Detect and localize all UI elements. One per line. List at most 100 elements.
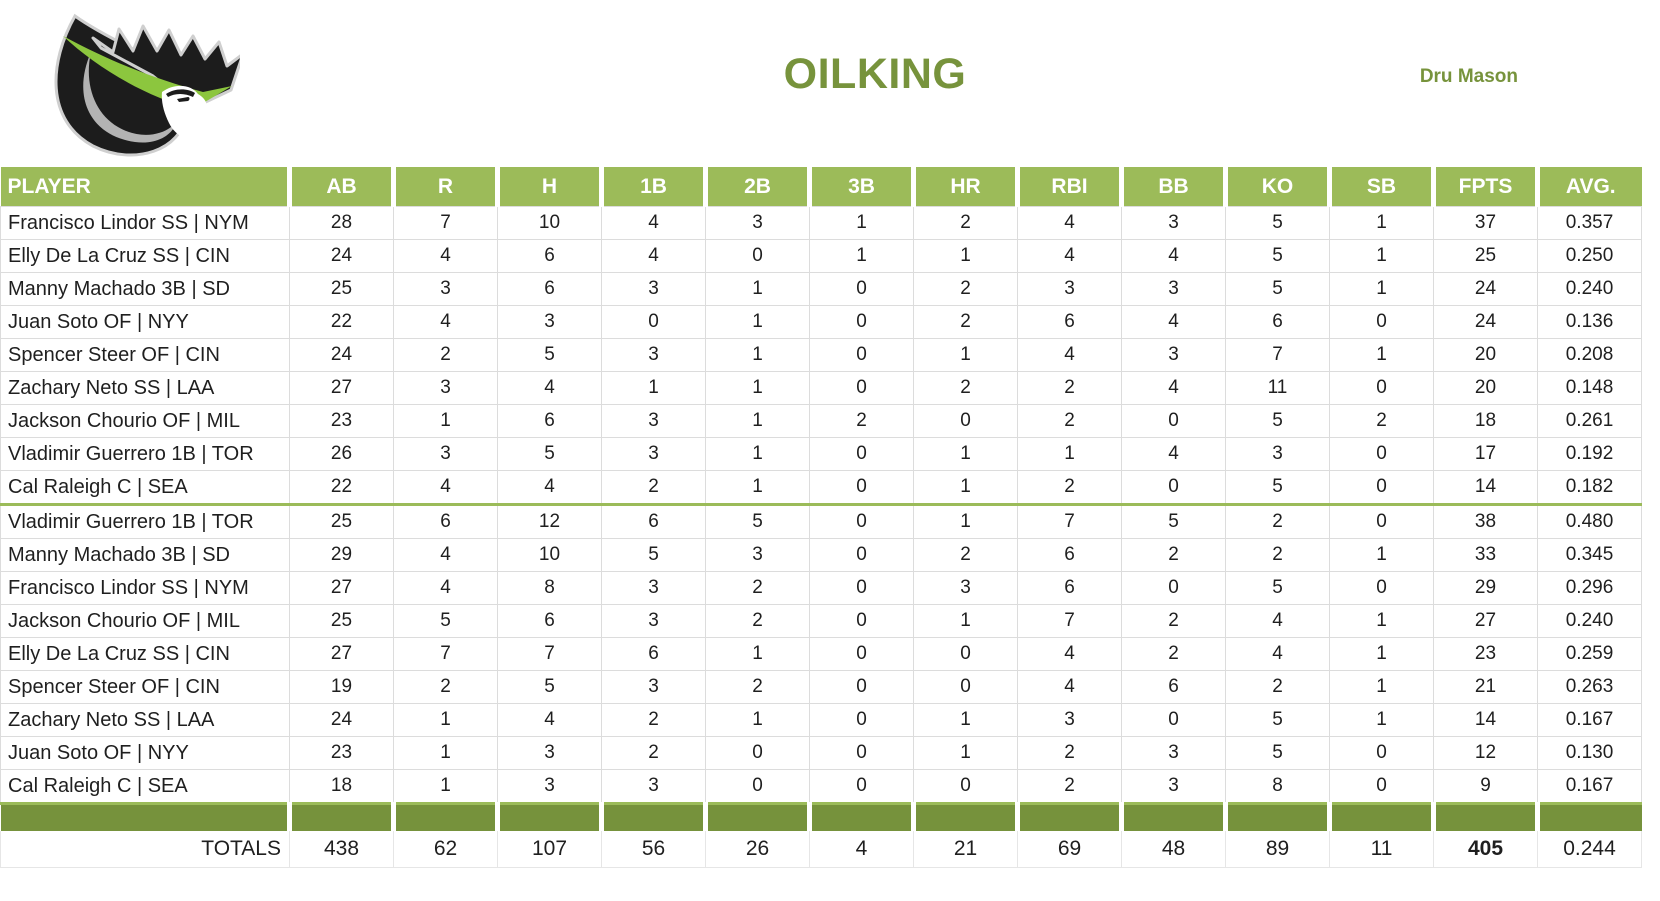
stat-cell: 0: [601, 305, 706, 339]
stat-cell: 3: [601, 404, 706, 438]
table-row: Jackson Chourio OF | MIL 23 1 6 3 1 2 0 2 0 5 2 18 0.…: [0, 404, 1642, 438]
table-row: Spencer Steer OF | CIN 24 2 5 3 1 0 1 4 3 7 1 20 0.20…: [0, 338, 1642, 372]
stat-cell: 29: [289, 538, 394, 572]
column-header-player: PLAYER: [0, 167, 290, 207]
stat-cell: 5: [393, 604, 498, 638]
table-row: Zachary Neto SS | LAA 27 3 4 1 1 0 2 2 4 11 0 20 0.14…: [0, 371, 1642, 405]
stat-cell: 24: [1433, 305, 1538, 339]
stat-cell: 24: [1433, 272, 1538, 306]
stat-cell: 6: [1017, 571, 1122, 605]
table-header: PLAYER AB R H 1B 2B 3B HR RBI BB KO SB FPTS AVG.: [0, 167, 1642, 207]
player-cell: Zachary Neto SS | LAA: [0, 703, 290, 737]
stat-cell: 0: [705, 239, 810, 273]
player-cell: Francisco Lindor SS | NYM: [0, 571, 290, 605]
stat-cell: 3: [913, 571, 1018, 605]
stat-cell: 0.182: [1537, 470, 1642, 506]
stat-cell: 0: [705, 736, 810, 770]
stat-cell: 2: [705, 670, 810, 704]
stat-cell: 1: [601, 371, 706, 405]
column-header-ko: KO: [1223, 167, 1330, 207]
table-row: Francisco Lindor SS | NYM 27 4 8 3 2 0 3 6 0 5 0 29 0…: [0, 571, 1642, 605]
separator-bar-cell: [911, 802, 1018, 831]
totals-cell: 438: [289, 831, 394, 868]
stat-cell: 2: [601, 470, 706, 506]
stat-cell: 2: [1329, 404, 1434, 438]
stat-cell: 0: [809, 470, 914, 506]
stat-cell: 3: [601, 769, 706, 804]
stat-cell: 3: [1225, 437, 1330, 471]
stat-cell: 4: [601, 239, 706, 273]
totals-cell: 11: [1329, 831, 1434, 868]
stat-cell: 0: [705, 769, 810, 804]
stat-cell: 0: [1121, 404, 1226, 438]
stat-cell: 3: [1121, 338, 1226, 372]
stat-cell: 21: [1433, 670, 1538, 704]
stat-cell: 1: [809, 239, 914, 273]
stat-cell: 18: [1433, 404, 1538, 438]
stat-cell: 0: [1329, 571, 1434, 605]
stat-cell: 2: [1017, 736, 1122, 770]
stat-cell: 24: [289, 703, 394, 737]
stat-cell: 7: [1225, 338, 1330, 372]
stat-cell: 2: [913, 206, 1018, 240]
table-row: Cal Raleigh C | SEA 18 1 3 3 0 0 0 2 3 8 0 9 0.167: [0, 769, 1642, 804]
team-owner-name: Dru Mason: [1419, 66, 1518, 87]
stat-cell: 1: [913, 338, 1018, 372]
stat-cell: 7: [1017, 504, 1122, 539]
stat-cell: 2: [1017, 371, 1122, 405]
separator-bar-cell: [287, 802, 394, 831]
player-cell: Cal Raleigh C | SEA: [0, 769, 290, 804]
stat-cell: 8: [1225, 769, 1330, 804]
stat-cell: 6: [497, 404, 602, 438]
totals-cell: 405: [1433, 831, 1538, 868]
stat-cell: 1: [1017, 437, 1122, 471]
stat-cell: 8: [497, 571, 602, 605]
stat-cell: 0.240: [1537, 604, 1642, 638]
stat-cell: 2: [1121, 538, 1226, 572]
separator-bar-cell: [1431, 802, 1538, 831]
separator-bar-cell: [1327, 802, 1434, 831]
stat-cell: 4: [601, 206, 706, 240]
stat-cell: 1: [1329, 637, 1434, 671]
separator-bar: [0, 802, 1642, 831]
stat-cell: 3: [601, 272, 706, 306]
stat-cell: 4: [1121, 239, 1226, 273]
header-row: PLAYER AB R H 1B 2B 3B HR RBI BB KO SB FPTS AVG.: [0, 167, 1642, 207]
stat-cell: 2: [1121, 637, 1226, 671]
stat-cell: 5: [497, 670, 602, 704]
player-cell: Manny Machado 3B | SD: [0, 538, 290, 572]
player-cell: Spencer Steer OF | CIN: [0, 670, 290, 704]
stat-cell: 0: [809, 571, 914, 605]
table-row: Manny Machado 3B | SD 29 4 10 5 3 0 2 6 2 2 1 33 0.34…: [0, 538, 1642, 572]
column-header-rbi: RBI: [1015, 167, 1122, 207]
table-row: Francisco Lindor SS | NYM 28 7 10 4 3 1 2 4 3 5 1 37…: [0, 206, 1642, 240]
separator-bar-cell: [807, 802, 914, 831]
stat-cell: 0: [809, 272, 914, 306]
stat-cell: 25: [1433, 239, 1538, 273]
stat-cell: 7: [393, 206, 498, 240]
stat-cell: 0: [809, 437, 914, 471]
stat-cell: 6: [393, 504, 498, 539]
separator-bar-cell: [1119, 802, 1226, 831]
stat-cell: 0.208: [1537, 338, 1642, 372]
stat-cell: 27: [289, 637, 394, 671]
table-row: Manny Machado 3B | SD 25 3 6 3 1 0 2 3 3 5 1 24 0.240: [0, 272, 1642, 306]
player-cell: Vladimir Guerrero 1B | TOR: [0, 437, 290, 471]
stat-cell: 6: [1225, 305, 1330, 339]
stat-cell: 3: [497, 305, 602, 339]
stat-cell: 1: [913, 437, 1018, 471]
stat-cell: 14: [1433, 703, 1538, 737]
stat-cell: 11: [1225, 371, 1330, 405]
stat-cell: 0.357: [1537, 206, 1642, 240]
stat-cell: 0: [809, 703, 914, 737]
stat-cell: 4: [497, 703, 602, 737]
stat-cell: 0.263: [1537, 670, 1642, 704]
stat-cell: 4: [497, 371, 602, 405]
stat-cell: 2: [1017, 769, 1122, 804]
stat-cell: 5: [497, 437, 602, 471]
column-header-3b: 3B: [807, 167, 914, 207]
stat-cell: 0: [809, 504, 914, 539]
stat-cell: 1: [913, 703, 1018, 737]
stat-cell: 23: [1433, 637, 1538, 671]
column-header-2b: 2B: [703, 167, 810, 207]
